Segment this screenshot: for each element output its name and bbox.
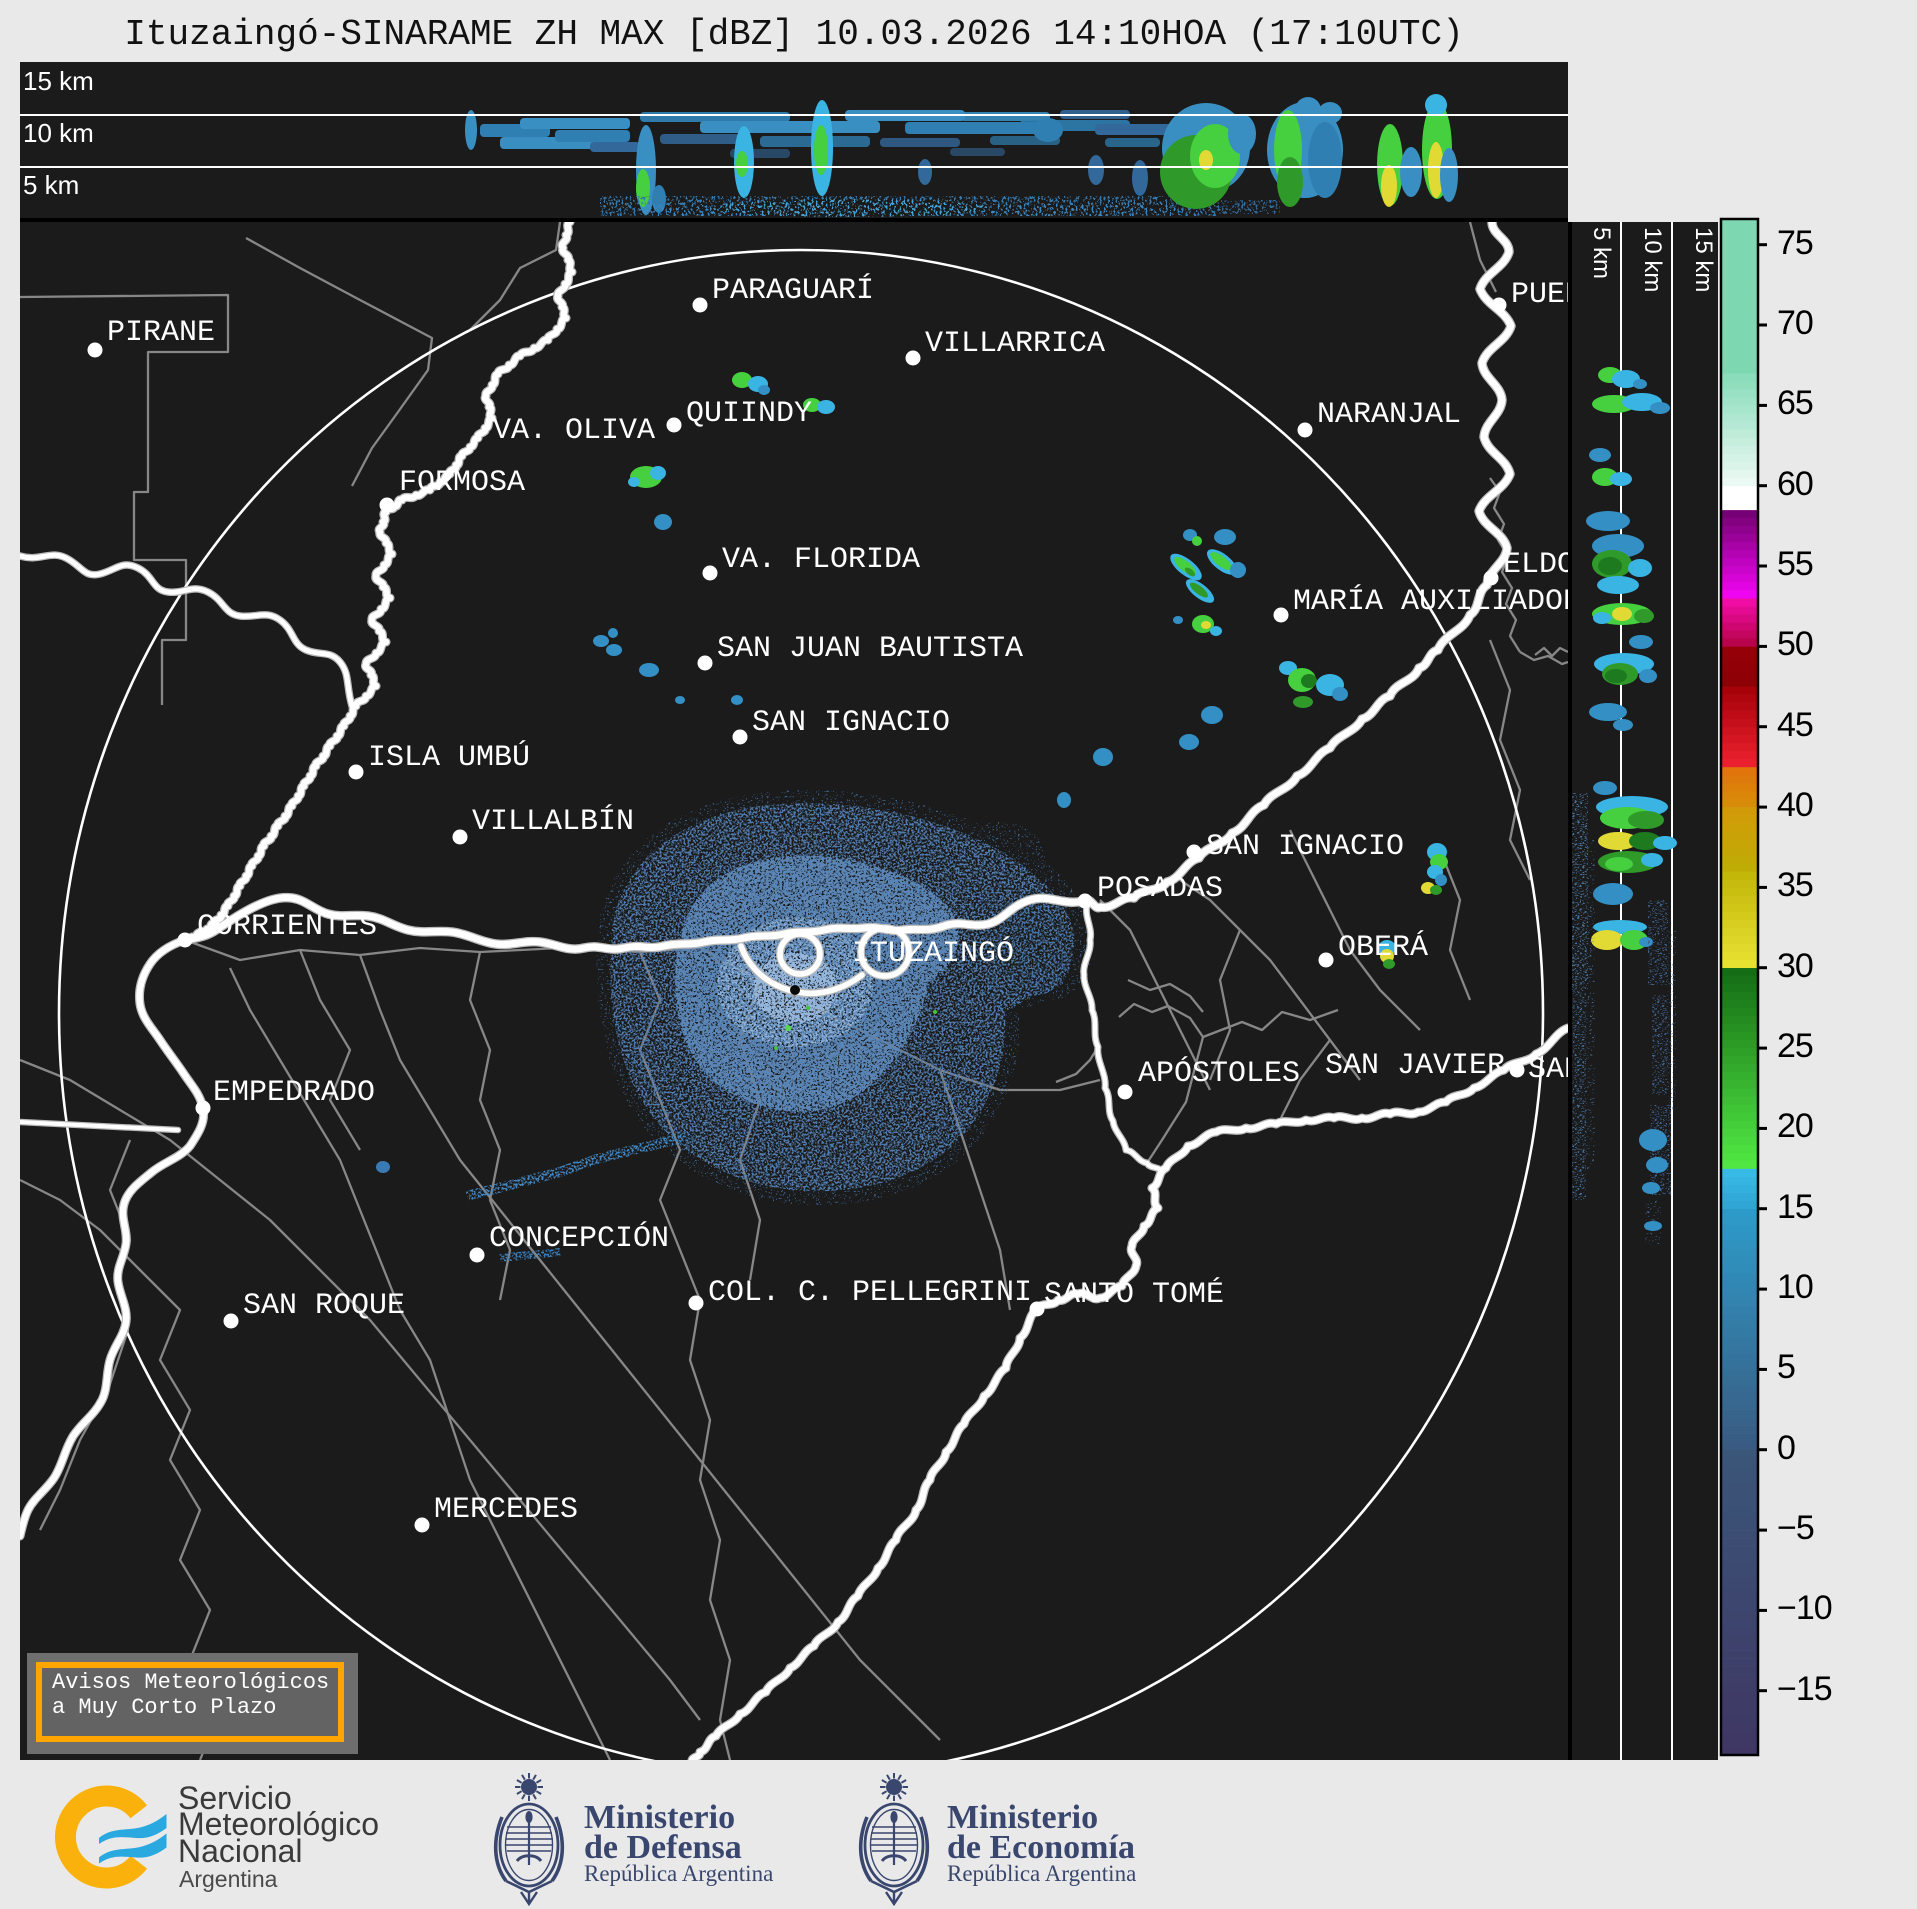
svg-text:5 km: 5 km bbox=[1588, 227, 1615, 279]
svg-text:CONCEPCIÓN: CONCEPCIÓN bbox=[489, 1221, 669, 1256]
svg-text:PIRANE: PIRANE bbox=[107, 316, 215, 350]
svg-text:QUIINDY: QUIINDY bbox=[686, 397, 812, 431]
svg-text:ISLA UMBÚ: ISLA UMBÚ bbox=[368, 740, 530, 775]
svg-text:PARAGUARÍ: PARAGUARÍ bbox=[712, 273, 874, 308]
svg-text:EMPEDRADO: EMPEDRADO bbox=[213, 1076, 375, 1110]
svg-text:OBERÁ: OBERÁ bbox=[1338, 930, 1428, 965]
svg-text:SAN ROQUE: SAN ROQUE bbox=[243, 1289, 405, 1323]
svg-text:Servicio: Servicio bbox=[178, 1780, 292, 1816]
svg-text:PUERTO RI: PUERTO RI bbox=[1511, 278, 1568, 312]
svg-text:5 km: 5 km bbox=[23, 170, 79, 200]
svg-text:SAN IGNACIO: SAN IGNACIO bbox=[1206, 830, 1404, 864]
svg-text:SAN JAVIER: SAN JAVIER bbox=[1325, 1049, 1505, 1083]
svg-text:Meteorológico: Meteorológico bbox=[178, 1806, 379, 1842]
svg-text:SAN JUAN BAUTISTA: SAN JUAN BAUTISTA bbox=[717, 632, 1023, 666]
svg-text:MERCEDES: MERCEDES bbox=[434, 1493, 578, 1527]
svg-text:ITUZAINGÓ: ITUZAINGÓ bbox=[852, 936, 1014, 971]
svg-text:POSADAS: POSADAS bbox=[1097, 872, 1223, 906]
svg-text:SANTO TOMÉ: SANTO TOMÉ bbox=[1044, 1277, 1224, 1312]
svg-text:Nacional: Nacional bbox=[178, 1833, 303, 1869]
svg-text:SAN: SAN bbox=[1528, 1053, 1568, 1087]
svg-text:10 km: 10 km bbox=[1639, 227, 1666, 292]
svg-text:10 km: 10 km bbox=[23, 118, 94, 148]
svg-text:APÓSTOLES: APÓSTOLES bbox=[1138, 1056, 1300, 1091]
svg-text:COL. C. PELLEGRINI: COL. C. PELLEGRINI bbox=[708, 1276, 1032, 1310]
svg-text:VA. FLORIDA: VA. FLORIDA bbox=[722, 543, 920, 577]
svg-text:VA. OLIVA: VA. OLIVA bbox=[493, 414, 655, 448]
svg-text:CORRIENTES: CORRIENTES bbox=[197, 910, 377, 944]
svg-text:MARÍA AUXILIADORA: MARÍA AUXILIADORA bbox=[1293, 584, 1568, 619]
svg-text:VILLARRICA: VILLARRICA bbox=[925, 327, 1105, 361]
svg-text:FORMOSA: FORMOSA bbox=[399, 466, 525, 500]
svg-text:Argentina: Argentina bbox=[179, 1866, 278, 1892]
svg-text:15 km: 15 km bbox=[23, 66, 94, 96]
svg-text:SAN IGNACIO: SAN IGNACIO bbox=[752, 706, 950, 740]
svg-text:ELDORAD: ELDORAD bbox=[1503, 548, 1568, 582]
svg-text:NARANJAL: NARANJAL bbox=[1317, 398, 1461, 432]
svg-text:VILLALBÍN: VILLALBÍN bbox=[472, 804, 634, 839]
svg-text:15 km: 15 km bbox=[1690, 227, 1717, 292]
